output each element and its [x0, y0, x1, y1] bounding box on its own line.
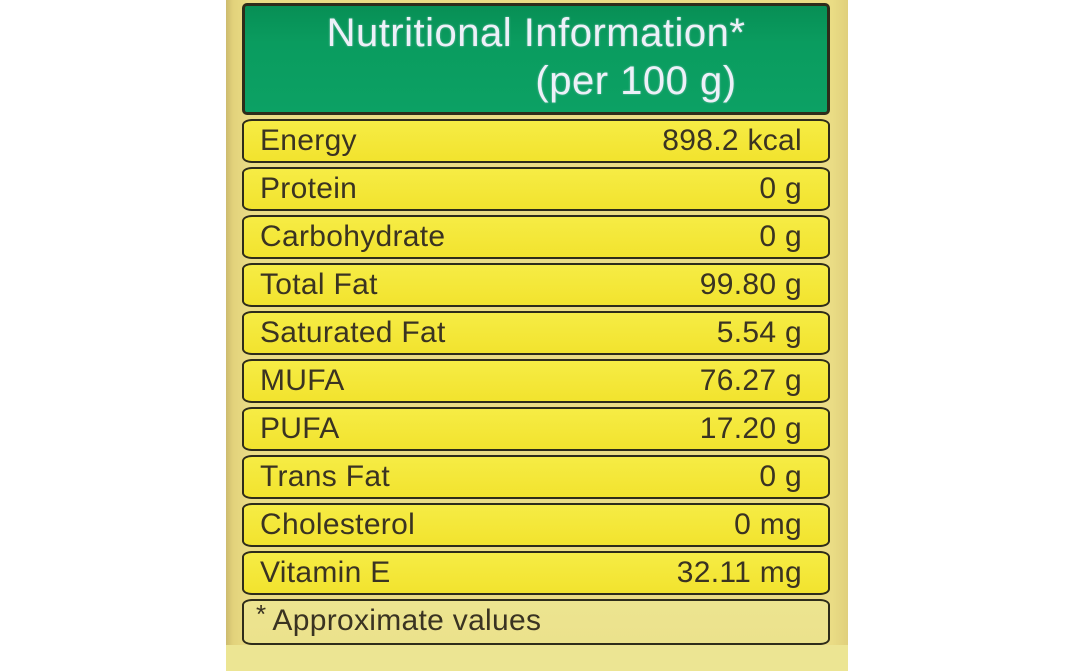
nutrient-value: 99.80 g — [699, 268, 802, 301]
nutrient-row-trans-fat: Trans Fat 0 g — [242, 455, 830, 499]
nutrient-value: 5.54 g — [716, 316, 802, 349]
nutrient-label: Total Fat — [260, 268, 378, 301]
nutrient-label: Saturated Fat — [260, 316, 446, 349]
nutrient-row-mufa: MUFA 76.27 g — [242, 359, 830, 403]
nutrient-label: Energy — [260, 124, 357, 157]
nutrition-panel-header: Nutritional Information* (per 100 g) — [242, 3, 830, 115]
nutrient-value: 32.11 mg — [676, 556, 802, 589]
panel-subtitle: (per 100 g) — [535, 59, 737, 103]
footnote-text: Approximate values — [272, 604, 542, 637]
nutrient-row-total-fat: Total Fat 99.80 g — [242, 263, 830, 307]
nutrient-label: Vitamin E — [260, 556, 391, 589]
nutrient-label: MUFA — [260, 364, 345, 397]
nutrient-row-cholesterol: Cholesterol 0 mg — [242, 503, 830, 547]
footnote: * Approximate values — [242, 599, 830, 645]
nutrient-label: Cholesterol — [260, 508, 416, 541]
nutrition-panel: Nutritional Information* (per 100 g) Ene… — [242, 3, 830, 645]
nutrient-label: Carbohydrate — [260, 220, 446, 253]
nutrient-row-saturated-fat: Saturated Fat 5.54 g — [242, 311, 830, 355]
nutrient-value: 0 mg — [734, 508, 802, 541]
footnote-asterisk: * — [256, 598, 267, 629]
nutrient-value: 0 g — [759, 460, 802, 493]
nutrient-row-pufa: PUFA 17.20 g — [242, 407, 830, 451]
nutrient-value: 0 g — [759, 220, 802, 253]
nutrient-label: Protein — [260, 172, 358, 205]
nutrient-row-vitamin-e: Vitamin E 32.11 mg — [242, 551, 830, 595]
panel-title: Nutritional Information* — [326, 11, 746, 55]
nutrient-label: Trans Fat — [260, 460, 390, 493]
nutrient-row-protein: Protein 0 g — [242, 167, 830, 211]
package-photo-background: Nutritional Information* (per 100 g) Ene… — [226, 0, 848, 671]
nutrient-value: 0 g — [759, 172, 802, 205]
nutrient-label: PUFA — [260, 412, 340, 445]
nutrient-value: 17.20 g — [699, 412, 802, 445]
nutrient-value: 898.2 kcal — [662, 124, 802, 157]
nutrient-row-energy: Energy 898.2 kcal — [242, 119, 830, 163]
nutrient-value: 76.27 g — [699, 364, 802, 397]
nutrient-row-carbohydrate: Carbohydrate 0 g — [242, 215, 830, 259]
